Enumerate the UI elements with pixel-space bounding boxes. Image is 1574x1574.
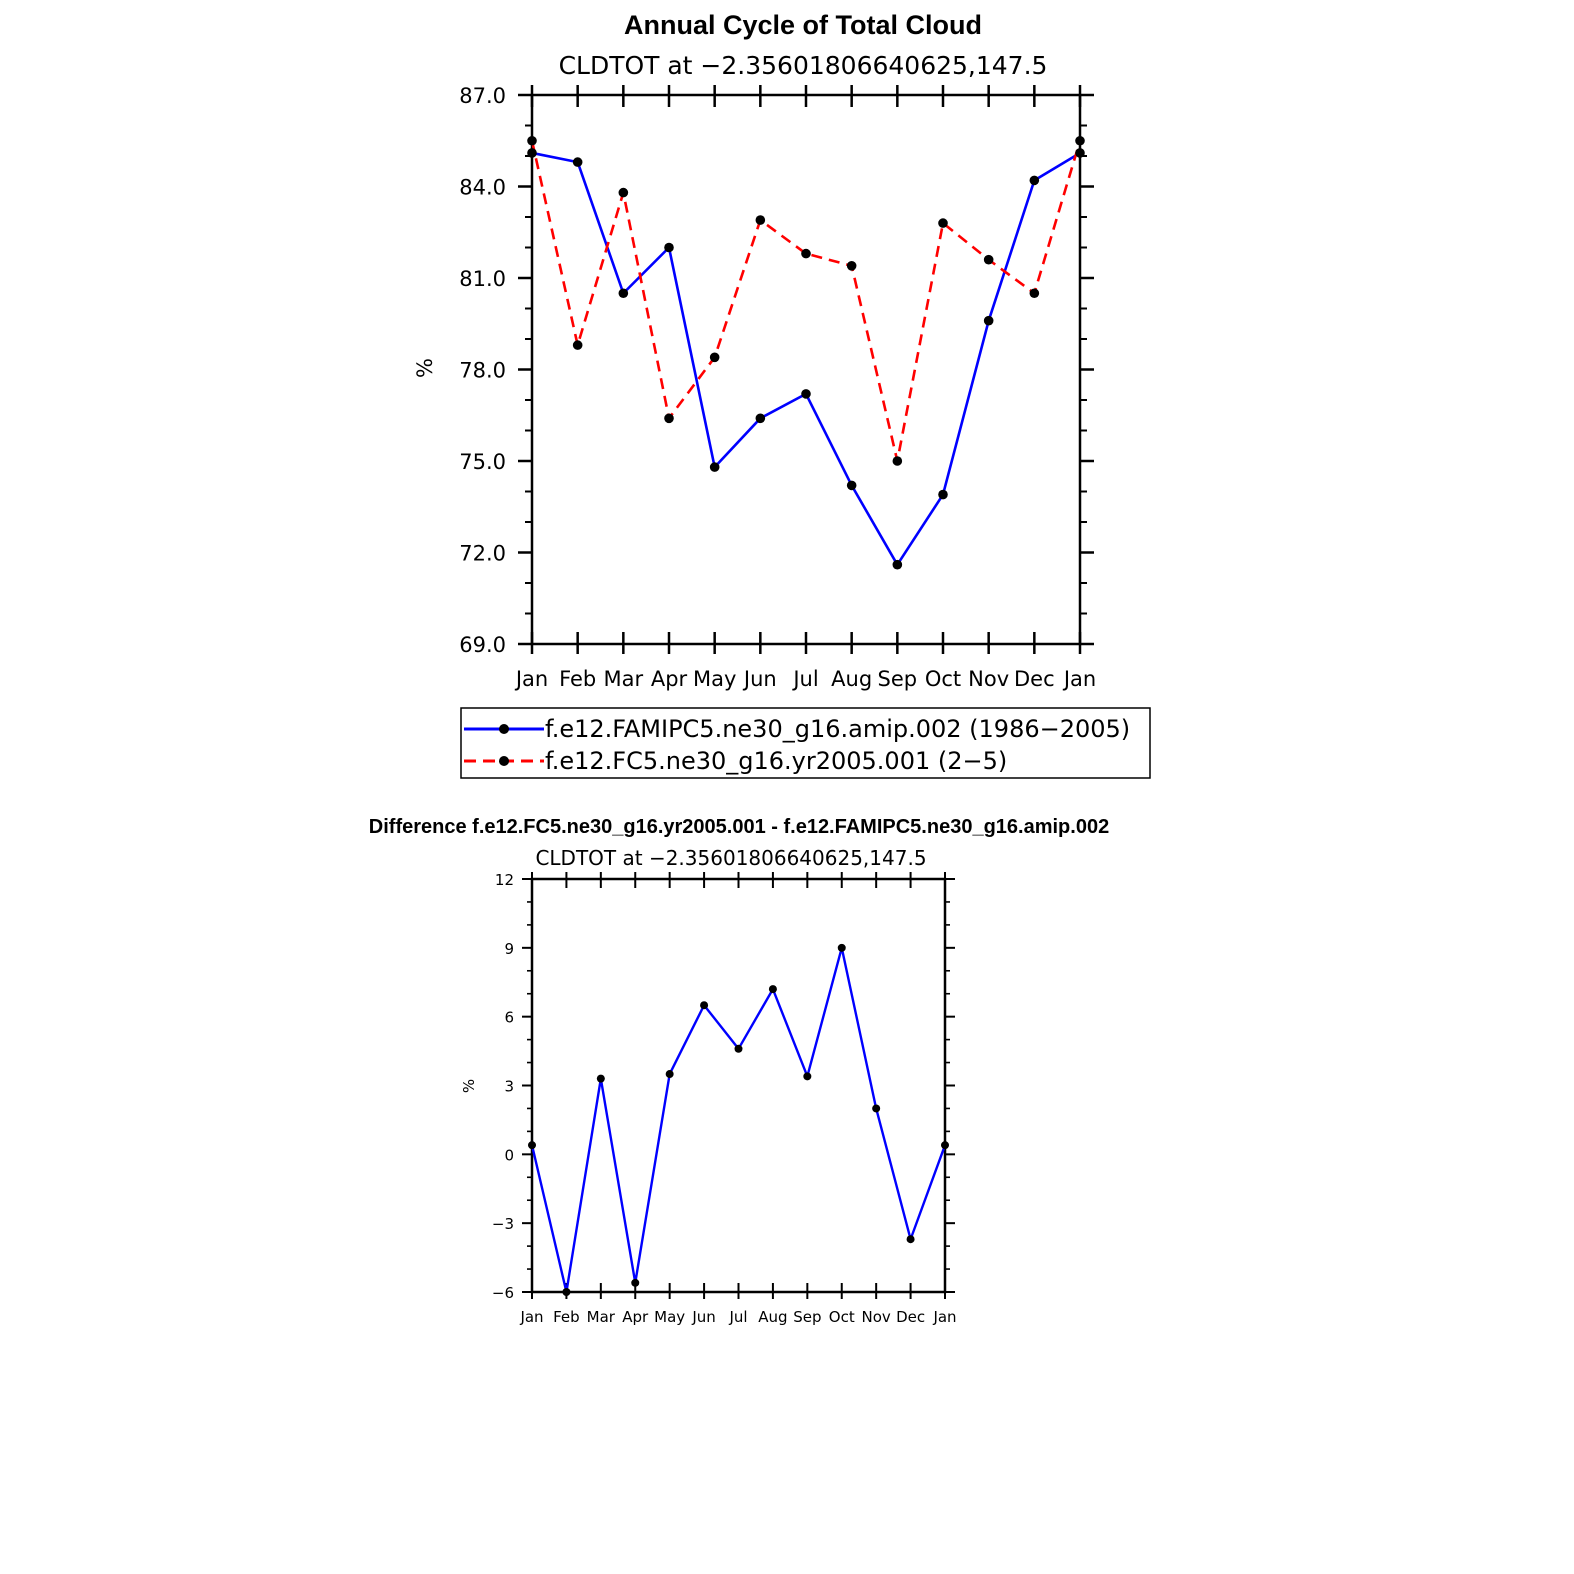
- top-series-2-point: [892, 456, 903, 466]
- top-series-2-point: [1075, 135, 1085, 146]
- top-x-tick-label: Mar: [604, 667, 644, 691]
- top-y-tick-label: 87.0: [459, 84, 506, 108]
- top-series-2-point: [938, 218, 948, 228]
- bottom-x-tick-label: Dec: [896, 1308, 925, 1326]
- bottom-x-tick-label: Jun: [691, 1308, 715, 1326]
- bottom-y-tick-label: 12: [495, 871, 514, 889]
- top-series-2-point: [527, 135, 537, 146]
- bottom-y-tick-label: 9: [504, 940, 514, 958]
- top-plot-area: 69.0 72.0 75.0 78.0 81.0 84.0 87.0 Jan Feb Mar Apr…: [459, 84, 1096, 691]
- top-x-tick-label: Apr: [651, 667, 688, 691]
- bottom-chart-subtitle: CLDTOT at −2.35601806640625,147.5: [535, 846, 926, 870]
- bottom-series-1-point: [562, 1288, 571, 1296]
- bottom-series-1-point: [941, 1141, 949, 1150]
- bottom-y-tick-label: −3: [492, 1215, 514, 1233]
- top-y-tick-label: 78.0: [459, 359, 506, 383]
- top-x-tick-label: May: [693, 667, 736, 691]
- top-x-tick-label: Sep: [878, 667, 918, 691]
- top-series-1-point: [527, 148, 537, 158]
- bottom-series-1-point: [837, 943, 846, 952]
- bottom-y-tick-label: 3: [504, 1078, 514, 1096]
- bottom-y-tick-label: 6: [504, 1009, 514, 1027]
- top-y-axis-label: %: [413, 358, 437, 378]
- top-series-2-point: [755, 215, 766, 225]
- bottom-series-1-point: [596, 1074, 605, 1083]
- top-series-1-point: [755, 413, 766, 424]
- top-x-tick-label: Aug: [831, 667, 872, 691]
- top-series-1-point: [709, 462, 720, 472]
- top-series-1-point: [846, 480, 857, 491]
- bottom-series-1-point: [528, 1141, 536, 1150]
- bottom-x-tick-label: Mar: [587, 1308, 616, 1326]
- bottom-x-tick-label: Oct: [829, 1308, 855, 1326]
- top-series-1-point: [1029, 175, 1040, 186]
- annual-cycle-chart: Annual Cycle of Total Cloud CLDTOT at −2…: [413, 10, 1151, 779]
- top-series-2-point: [572, 340, 583, 350]
- top-series-2-point: [709, 352, 720, 363]
- difference-chart: Difference f.e12.FC5.ne30_g16.yr2005.001…: [369, 816, 1109, 1326]
- top-x-tick-label: Feb: [559, 667, 596, 691]
- top-y-tick-label: 84.0: [459, 176, 506, 200]
- top-y-tick-label: 75.0: [459, 450, 506, 474]
- top-x-tick-label: Jan: [514, 667, 548, 691]
- bottom-x-tick-label: Jan: [932, 1308, 956, 1326]
- top-x-tick-label: Dec: [1014, 667, 1055, 691]
- top-series-1-point: [1075, 148, 1085, 158]
- top-series-1-point: [618, 288, 629, 299]
- top-x-tick-label: Jul: [791, 667, 818, 691]
- legend-marker-series-2: [499, 756, 509, 766]
- bottom-series-1-point: [906, 1235, 915, 1244]
- bottom-series-1-point: [872, 1104, 881, 1113]
- top-series-1-point: [983, 315, 994, 326]
- top-series-2-point: [1029, 288, 1040, 299]
- top-series-1-point: [664, 242, 674, 253]
- bottom-series-1-point: [734, 1044, 743, 1053]
- bottom-y-tick-label: −6: [492, 1284, 514, 1302]
- bottom-x-tick-label: May: [654, 1308, 685, 1326]
- bottom-series-1-point: [665, 1070, 674, 1079]
- bottom-x-tick-label: Apr: [622, 1308, 649, 1326]
- top-x-tick-label: Oct: [925, 667, 961, 691]
- legend-label-series-1: f.e12.FAMIPC5.ne30_g16.amip.002 (1986−20…: [545, 715, 1130, 743]
- legend-label-series-2: f.e12.FC5.ne30_g16.yr2005.001 (2−5): [545, 747, 1007, 775]
- bottom-series-1-point: [631, 1278, 640, 1287]
- top-series-1-point: [938, 489, 948, 500]
- bottom-y-tick-label: 0: [504, 1146, 514, 1164]
- top-x-tick-label: Nov: [968, 667, 1009, 691]
- legend-marker-series-1: [499, 724, 509, 734]
- bottom-series-1-point: [768, 985, 777, 994]
- top-x-tick-label: Jun: [742, 667, 777, 691]
- top-y-tick-label: 69.0: [459, 633, 506, 657]
- top-series-2-point: [664, 413, 674, 424]
- top-series-2-point: [618, 187, 629, 198]
- top-series-2-point: [801, 248, 811, 259]
- bottom-x-tick-label: Jan: [519, 1308, 543, 1326]
- bottom-x-tick-label: Sep: [793, 1308, 821, 1326]
- legend-box: [460, 707, 1151, 779]
- top-x-tick-label: Jan: [1062, 667, 1096, 691]
- top-y-tick-label: 81.0: [459, 267, 506, 291]
- top-series-1-point: [572, 157, 583, 167]
- bottom-y-axis-label: %: [460, 1079, 478, 1093]
- bottom-x-tick-label: Feb: [553, 1308, 580, 1326]
- top-series-2-point: [846, 261, 857, 271]
- bottom-series-1-point: [803, 1072, 812, 1081]
- top-series-1-point: [801, 389, 811, 399]
- bottom-chart-title: Difference f.e12.FC5.ne30_g16.yr2005.001…: [369, 816, 1109, 838]
- top-chart-legend: f.e12.FAMIPC5.ne30_g16.amip.002 (1986−20…: [460, 707, 1151, 779]
- bottom-x-tick-label: Aug: [758, 1308, 787, 1326]
- top-chart-subtitle: CLDTOT at −2.35601806640625,147.5: [559, 51, 1048, 80]
- bottom-plot-area: −6 −3 0 3 6 9 12 Jan Feb Mar Apr May Jun Jul Aug Sep Oct…: [492, 871, 957, 1326]
- bottom-series-1-point: [700, 1001, 709, 1010]
- top-chart-title: Annual Cycle of Total Cloud: [624, 10, 982, 40]
- top-series-1-point: [892, 559, 903, 570]
- bottom-x-tick-label: Jul: [728, 1308, 747, 1326]
- top-y-tick-label: 72.0: [459, 542, 506, 566]
- top-series-2-point: [983, 254, 994, 265]
- bottom-x-tick-label: Nov: [862, 1308, 891, 1326]
